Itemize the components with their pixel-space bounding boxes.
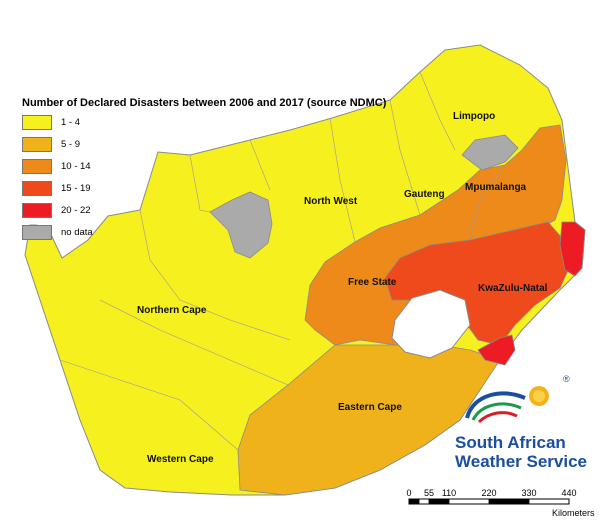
lesotho (391, 289, 471, 359)
legend-swatch (22, 225, 52, 240)
scale-tick-330: 330 (521, 488, 537, 498)
label-mpumalanga: Mpumalanga (465, 182, 527, 193)
saws-logo: ® South African Weather Service (455, 374, 595, 471)
scale-tick-110: 110 (441, 488, 457, 498)
no-data-limpopo (461, 134, 519, 171)
legend-title: Number of Declared Disasters between 200… (22, 97, 387, 109)
label-free-state: Free State (348, 277, 397, 288)
scale-bar: 0 55 110 220 330 440 Kilometers (405, 488, 595, 518)
label-gauteng: Gauteng (404, 189, 445, 200)
legend: 1 - 4 5 - 9 10 - 14 15 - 19 20 - 22 no data (22, 115, 93, 247)
scale-bar-graphic (408, 498, 570, 505)
label-limpopo: Limpopo (453, 111, 496, 122)
zone-10-14-central (304, 124, 567, 346)
logo-text-line2: Weather Service (455, 452, 587, 471)
legend-swatch (22, 181, 52, 196)
no-data-north-west (209, 191, 273, 259)
legend-swatch (22, 115, 52, 130)
legend-label: 10 - 14 (61, 161, 91, 172)
label-eastern-cape: Eastern Cape (338, 402, 402, 413)
legend-item: 5 - 9 (22, 137, 93, 152)
scale-tick-0: 0 (406, 488, 412, 498)
legend-label: 5 - 9 (61, 139, 81, 150)
district-boundaries (59, 71, 506, 451)
registered-mark: ® (563, 374, 570, 384)
legend-label: 1 - 4 (61, 117, 81, 128)
label-western-cape: Western Cape (147, 454, 214, 465)
legend-item: 15 - 19 (22, 181, 93, 196)
label-north-west: North West (304, 196, 358, 207)
zone-20-22-north-coast (559, 221, 586, 277)
legend-swatch (22, 159, 52, 174)
legend-swatch (22, 137, 52, 152)
legend-item: no data (22, 225, 93, 240)
legend-swatch (22, 203, 52, 218)
label-kwazulu-natal: KwaZulu-Natal (478, 283, 548, 294)
scale-tick-440: 440 (561, 488, 577, 498)
zone-20-22-south-coast (477, 334, 516, 366)
legend-item: 1 - 4 (22, 115, 93, 130)
scale-unit: Kilometers (552, 508, 595, 518)
logo-text-line1: South African (455, 433, 566, 452)
legend-label: 15 - 19 (61, 183, 91, 194)
scale-tick-220: 220 (481, 488, 497, 498)
legend-item: 20 - 22 (22, 203, 93, 218)
zone-5-9-south (237, 344, 501, 496)
legend-label: no data (61, 227, 93, 238)
legend-label: 20 - 22 (61, 205, 91, 216)
legend-item: 10 - 14 (22, 159, 93, 174)
scale-tick-55: 55 (423, 488, 435, 498)
saws-emblem-icon (465, 386, 549, 424)
label-northern-cape: Northern Cape (137, 305, 207, 316)
